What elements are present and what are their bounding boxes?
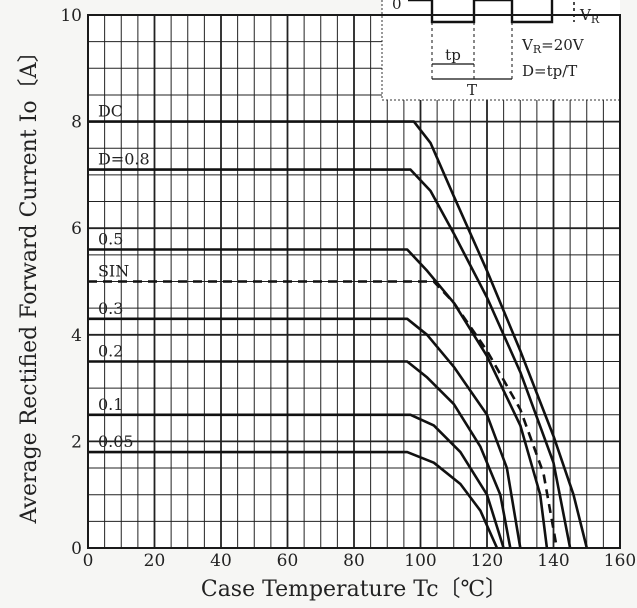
series-label: 0.1 (98, 395, 123, 414)
x-axis-title: Case Temperature Tc〔℃〕 (201, 577, 507, 602)
series-label: 0.5 (98, 230, 123, 249)
series-line (88, 317, 522, 549)
inset-background (382, 0, 620, 100)
x-tick-label: 20 (144, 551, 166, 571)
y-tick-label: 2 (71, 432, 82, 452)
inset-axis-zero: 0 (392, 0, 402, 13)
series-line (88, 248, 549, 549)
y-tick-label: 4 (71, 326, 82, 346)
y-tick-label: 6 (71, 219, 82, 239)
series-line (88, 280, 559, 549)
x-tick-label: 0 (83, 551, 94, 571)
series-line (88, 413, 505, 549)
y-tick-label: 0 (71, 539, 82, 559)
pulse-waveform (408, 0, 554, 24)
tick-labels: 0 20 40 60 80 100 120 140 160 0 2 4 6 8 10 (60, 6, 636, 571)
x-tick-label: 40 (210, 551, 232, 571)
series-label: DC (98, 102, 123, 121)
inset-tp-label: tp (445, 46, 461, 64)
x-tick-label: 120 (471, 551, 503, 571)
series-label: SIN (98, 262, 129, 281)
series-label: 0.2 (98, 341, 123, 360)
x-tick-label: 160 (604, 551, 636, 571)
series-label: D=0.8 (98, 150, 150, 169)
series-label: 0.05 (98, 432, 134, 451)
x-tick-label: 100 (404, 551, 436, 571)
y-tick-label: 10 (60, 6, 82, 26)
series-line (88, 360, 512, 549)
series-line (88, 120, 589, 549)
x-tick-label: 60 (277, 551, 299, 571)
x-tick-label: 80 (343, 551, 365, 571)
series-line (88, 450, 499, 549)
inset-condition: VR=20V (521, 36, 585, 56)
plot-frame (87, 14, 621, 549)
series-layer (88, 120, 589, 549)
series-label: 0.3 (98, 299, 123, 318)
inset-period-label: T (467, 81, 477, 99)
x-tick-label: 140 (537, 551, 569, 571)
series-labels: DC D=0.8 0.5 SIN 0.3 0.2 0.1 0.05 (98, 102, 150, 451)
y-axis-title: Average Rectified Forward Current Io〔A〕 (17, 41, 42, 525)
inset-duty-formula: D=tp/T (522, 62, 577, 80)
series-line (88, 168, 572, 549)
y-tick-label: 8 (71, 113, 82, 133)
